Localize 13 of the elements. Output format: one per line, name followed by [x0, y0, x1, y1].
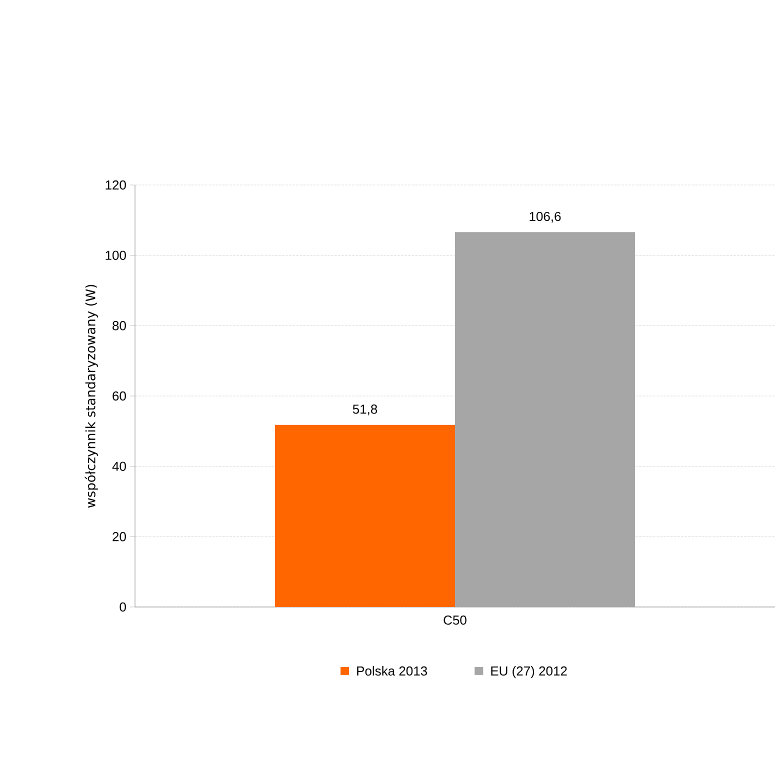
- y-tick-label: 60: [112, 391, 126, 401]
- y-axis-title: współczynnik standaryzowany (W): [84, 284, 98, 508]
- y-tick-label: 20: [112, 532, 126, 542]
- y-tick-label: 100: [106, 250, 126, 260]
- y-tick-label: 40: [112, 462, 126, 471]
- data-label: 51,8: [352, 404, 378, 416]
- data-label: 106,6: [530, 212, 561, 223]
- x-tick-label: C50: [444, 616, 466, 625]
- y-tick-label: 80: [112, 321, 126, 330]
- legend-label: Polska 2013: [357, 666, 428, 676]
- y-tick-label: 120: [106, 180, 126, 190]
- legend-label: EU (27) 2012: [491, 666, 567, 678]
- y-tick-label: 0: [120, 602, 126, 612]
